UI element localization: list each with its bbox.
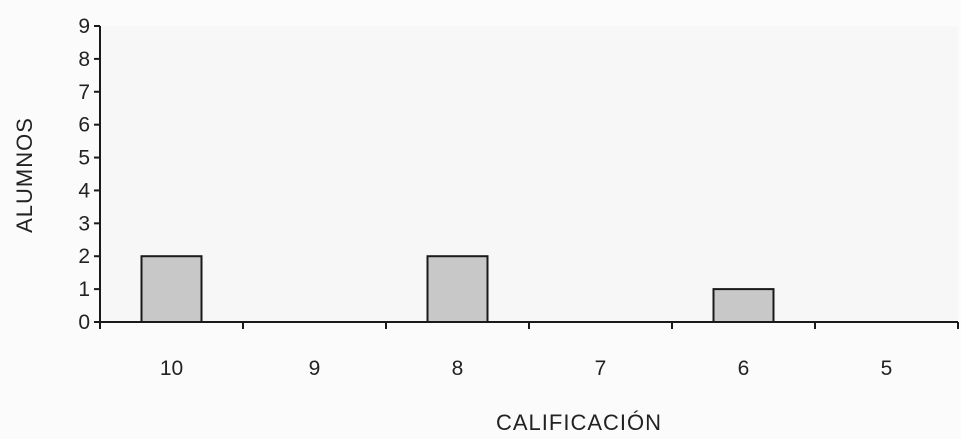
y-tick-label-5: 5 (78, 147, 90, 170)
x-tick-label-9: 9 (309, 357, 321, 380)
bar-6 (712, 288, 775, 324)
y-tick-label-8: 8 (78, 48, 90, 71)
plot-area (100, 26, 958, 322)
bars (140, 255, 775, 324)
y-tick-label-9: 9 (78, 15, 90, 38)
y-tick-label-2: 2 (78, 245, 90, 268)
x-tick-label-8: 8 (452, 357, 464, 380)
x-tick-label-7: 7 (595, 357, 607, 380)
x-tick-label-10: 10 (160, 357, 183, 380)
tick-labels: 0 1 2 3 4 5 6 7 8 9 10 9 8 7 6 5 (78, 15, 892, 380)
x-axis-title: CALIFICACIÓN (496, 410, 662, 435)
axes (94, 25, 959, 329)
bar-10 (140, 255, 203, 324)
x-tick-label-6: 6 (738, 357, 750, 380)
y-tick-label-6: 6 (78, 114, 90, 137)
y-tick-label-3: 3 (78, 212, 90, 235)
y-tick-label-1: 1 (78, 278, 90, 301)
y-tick-label-4: 4 (78, 179, 90, 202)
y-tick-label-0: 0 (78, 311, 90, 334)
x-tick-label-5: 5 (881, 357, 893, 380)
bar-8 (426, 255, 489, 324)
y-tick-label-7: 7 (78, 81, 90, 104)
y-axis-title: ALUMNOS (12, 117, 37, 233)
